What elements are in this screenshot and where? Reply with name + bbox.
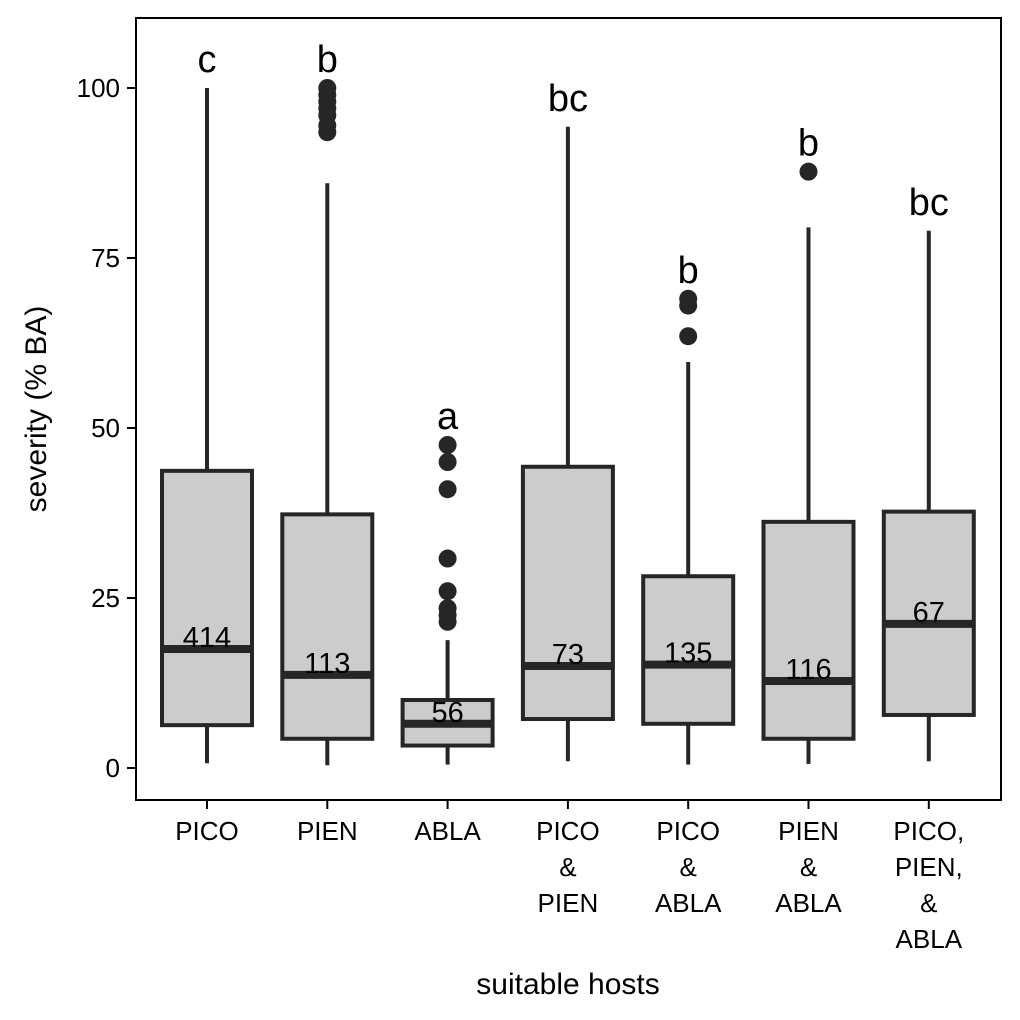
outlier-point (438, 599, 457, 618)
box-group-pien: 113 b (280, 39, 375, 766)
y-tick-label: 0 (106, 753, 120, 783)
x-tick-label: & (559, 852, 576, 882)
outlier-point (438, 436, 457, 454)
significance-letter: b (678, 250, 699, 292)
box-group-pico: 414 c (160, 39, 254, 764)
x-tick-label: & (920, 888, 937, 918)
sample-size-label: 67 (913, 597, 945, 629)
x-tick-label: ABLA (414, 816, 481, 846)
y-tick-label: 75 (91, 243, 120, 273)
iqr-box (761, 519, 856, 741)
plot-area: 414 c 113 b 56 a 73 bc 135 b 116 b 67 bc (160, 39, 976, 766)
y-tick-label: 100 (77, 73, 120, 103)
sample-size-label: 116 (785, 654, 831, 686)
outlier-point (318, 79, 337, 97)
iqr-box (160, 468, 254, 728)
sample-size-label: 73 (552, 639, 584, 671)
x-tick-label: PIEN (778, 816, 839, 846)
x-tick-label: PIEN, (895, 852, 963, 882)
outlier-point (438, 582, 457, 601)
significance-letter: b (317, 39, 338, 81)
y-axis-title: severity (% BA) (20, 306, 53, 513)
x-tick-label: & (680, 852, 697, 882)
outlier-point (438, 549, 457, 568)
x-tick-label: ABLA (655, 888, 722, 918)
box-group-pico--abla: 135 b (641, 250, 736, 765)
box-group-pico--pien: 73 bc (520, 78, 615, 762)
sample-size-label: 414 (183, 622, 231, 654)
outlier-point (438, 480, 457, 499)
y-tick-label: 50 (91, 413, 120, 443)
significance-letter: bc (909, 182, 949, 224)
y-tick-label: 25 (91, 583, 120, 613)
significance-letter: a (437, 396, 459, 438)
box-group-abla: 56 a (400, 396, 495, 765)
significance-letter: b (798, 123, 819, 165)
outlier-point (679, 289, 698, 308)
outlier-point (679, 327, 698, 346)
axes: 0 25 50 75 100 PICO PIEN ABLA PICO & PIEN PICO & ABLA… (77, 73, 965, 954)
x-tick-label: ABLA (896, 924, 963, 954)
outlier-point (438, 453, 457, 471)
x-tick-label: PIEN (538, 888, 599, 918)
x-axis-title: suitable hosts (476, 968, 659, 1001)
x-tick-label: ABLA (775, 888, 842, 918)
box-group-pien--abla: 116 b (761, 123, 856, 764)
outlier-point (799, 162, 818, 181)
sample-size-label: 135 (664, 638, 712, 670)
x-tick-label: & (800, 852, 817, 882)
iqr-box (641, 574, 736, 726)
x-tick-label: PICO (536, 816, 600, 846)
x-tick-label: PIEN (297, 816, 358, 846)
box-group-pico-pien--abla: 67 bc (881, 182, 976, 762)
x-tick-label: PICO (656, 816, 720, 846)
x-tick-label: PICO, (893, 816, 964, 846)
x-tick-label: PICO (175, 816, 239, 846)
iqr-box (520, 464, 615, 722)
significance-letter: c (198, 39, 217, 81)
iqr-box (280, 512, 375, 741)
significance-letter: bc (548, 78, 588, 120)
iqr-box (881, 509, 976, 717)
sample-size-label: 113 (304, 648, 350, 680)
sample-size-label: 56 (431, 697, 463, 729)
